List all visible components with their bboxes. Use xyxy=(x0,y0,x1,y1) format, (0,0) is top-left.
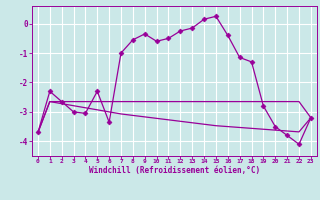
X-axis label: Windchill (Refroidissement éolien,°C): Windchill (Refroidissement éolien,°C) xyxy=(89,166,260,175)
